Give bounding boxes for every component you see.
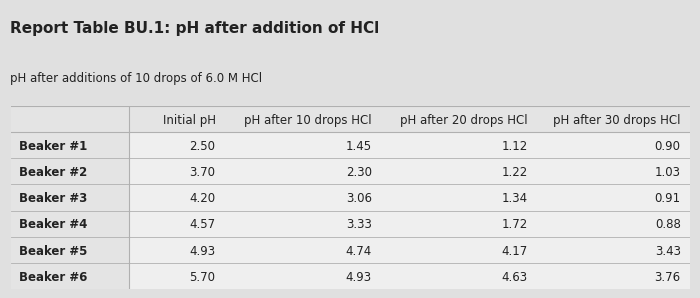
Text: 0.90: 0.90 — [654, 140, 680, 153]
Text: 3.06: 3.06 — [346, 192, 372, 205]
Text: 3.33: 3.33 — [346, 218, 372, 232]
Text: 4.20: 4.20 — [190, 192, 216, 205]
Text: 1.12: 1.12 — [502, 140, 528, 153]
Bar — [10, 106, 690, 132]
Text: 1.72: 1.72 — [502, 218, 528, 232]
Text: 5.70: 5.70 — [190, 271, 216, 284]
Text: Beaker #5: Beaker #5 — [19, 245, 87, 257]
Text: 0.88: 0.88 — [654, 218, 680, 232]
Text: 4.57: 4.57 — [190, 218, 216, 232]
Text: 3.76: 3.76 — [654, 271, 680, 284]
Bar — [10, 184, 130, 210]
Text: 0.91: 0.91 — [654, 192, 680, 205]
Text: 2.50: 2.50 — [190, 140, 216, 153]
Text: 1.34: 1.34 — [502, 192, 528, 205]
Text: Report Table BU.1: pH after addition of HCl: Report Table BU.1: pH after addition of … — [10, 21, 379, 36]
Text: Beaker #4: Beaker #4 — [19, 218, 87, 232]
Text: 1.03: 1.03 — [654, 166, 680, 179]
Text: Beaker #2: Beaker #2 — [19, 166, 87, 179]
Text: 3.43: 3.43 — [654, 245, 680, 257]
Text: 1.45: 1.45 — [346, 140, 372, 153]
Text: 3.70: 3.70 — [190, 166, 216, 179]
Text: 2.30: 2.30 — [346, 166, 372, 179]
Text: Beaker #1: Beaker #1 — [19, 140, 87, 153]
Text: 4.17: 4.17 — [502, 245, 528, 257]
Bar — [10, 158, 130, 184]
Bar — [10, 263, 130, 289]
Text: Beaker #3: Beaker #3 — [19, 192, 87, 205]
Bar — [10, 132, 130, 158]
Text: 4.93: 4.93 — [346, 271, 372, 284]
Text: pH after 20 drops HCl: pH after 20 drops HCl — [400, 114, 528, 127]
Text: pH after 10 drops HCl: pH after 10 drops HCl — [244, 114, 372, 127]
Bar — [10, 210, 130, 237]
Text: 4.74: 4.74 — [346, 245, 372, 257]
Text: pH after additions of 10 drops of 6.0 M HCl: pH after additions of 10 drops of 6.0 M … — [10, 72, 262, 85]
Text: Beaker #6: Beaker #6 — [19, 271, 87, 284]
Text: 4.63: 4.63 — [502, 271, 528, 284]
Text: pH after 30 drops HCl: pH after 30 drops HCl — [553, 114, 680, 127]
Text: 1.22: 1.22 — [502, 166, 528, 179]
Bar — [10, 237, 130, 263]
Text: Initial pH: Initial pH — [162, 114, 216, 127]
Text: 4.93: 4.93 — [190, 245, 216, 257]
